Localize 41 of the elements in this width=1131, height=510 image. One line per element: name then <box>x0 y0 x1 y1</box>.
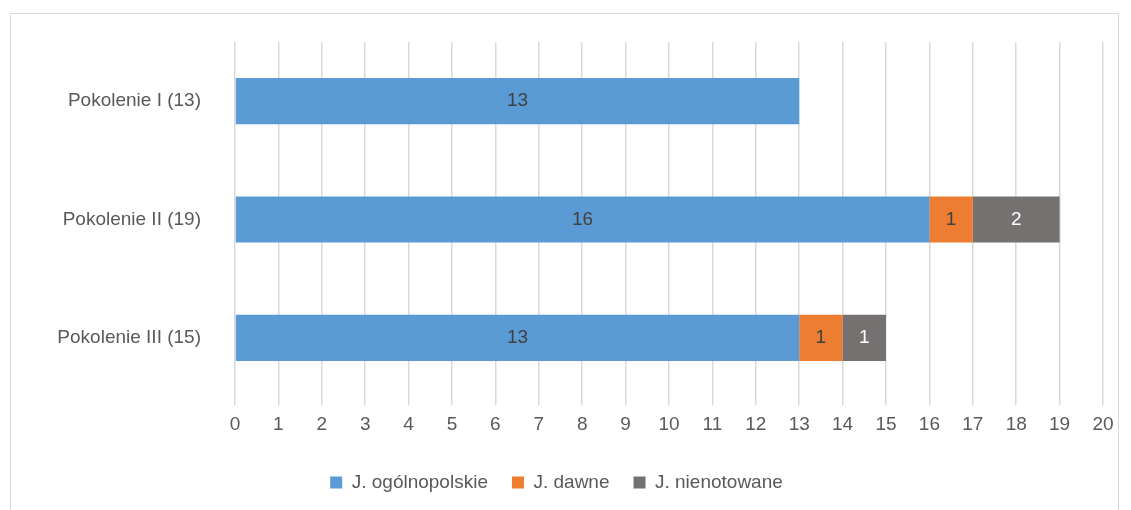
y-tick-label: Pokolenie I (13) <box>67 89 201 111</box>
x-tick-label: 5 <box>446 412 458 434</box>
x-tick-label: 17 <box>962 412 984 434</box>
x-tick-label: 6 <box>490 412 501 434</box>
legend-label: J. ogólnopolskie <box>351 470 488 492</box>
x-tick-label: 0 <box>229 412 241 434</box>
x-tick-label: 1 <box>273 412 284 434</box>
data-label: 13 <box>506 326 529 348</box>
x-tick-label: 12 <box>745 412 767 434</box>
bar <box>972 196 1060 243</box>
x-tick-label: 16 <box>918 412 940 434</box>
data-label: 1 <box>945 207 957 229</box>
x-tick-label: 18 <box>1005 412 1027 434</box>
y-tick-label: Pokolenie III (15) <box>57 326 201 348</box>
x-tick-label: 4 <box>403 412 415 434</box>
bar <box>929 196 973 243</box>
x-tick-label: 13 <box>788 412 810 434</box>
data-label: 16 <box>572 207 594 229</box>
x-tick-label: 11 <box>702 412 723 434</box>
y-tick-label: Pokolenie II (19) <box>62 207 201 229</box>
bar <box>235 196 930 243</box>
x-tick-label: 19 <box>1049 412 1071 434</box>
legend-label: J. nienotowane <box>654 470 783 492</box>
x-tick-label: 2 <box>316 412 328 434</box>
legend-label: J. dawne <box>533 470 610 492</box>
x-tick-label: 10 <box>658 412 680 434</box>
data-label: 1 <box>859 326 870 348</box>
data-label: 2 <box>1010 207 1022 229</box>
bar <box>235 78 800 125</box>
x-tick-label: 9 <box>620 412 631 434</box>
x-tick-label: 7 <box>533 412 545 434</box>
bar <box>799 314 843 361</box>
x-tick-label: 20 <box>1092 412 1114 434</box>
bar <box>842 314 886 361</box>
data-label: 1 <box>815 326 827 348</box>
x-tick-label: 14 <box>832 412 854 434</box>
x-tick-label: 8 <box>576 412 588 434</box>
data-label: 13 <box>506 89 529 111</box>
x-tick-label: 15 <box>875 412 897 434</box>
x-tick-label: 3 <box>359 412 371 434</box>
bar <box>235 314 800 361</box>
